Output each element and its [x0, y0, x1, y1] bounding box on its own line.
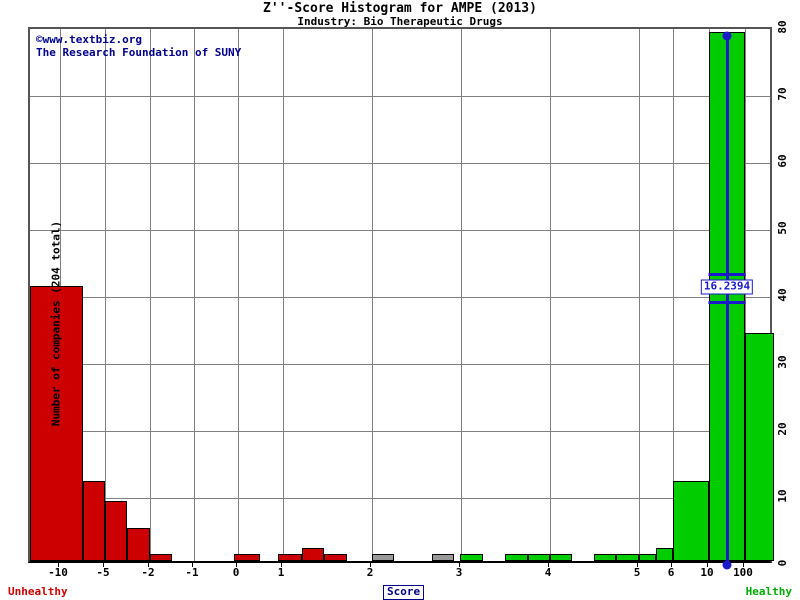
gridline-vertical [550, 29, 551, 561]
histogram-bar [505, 554, 528, 561]
histogram-bar [30, 286, 83, 561]
marker-dot-top [722, 31, 732, 41]
x-axis-tick-label: 10 [700, 566, 714, 579]
histogram-bar [234, 554, 260, 561]
x-axis-tick-label: -5 [96, 566, 110, 579]
x-axis-tick-label: 100 [733, 566, 753, 579]
gridline-vertical [238, 29, 239, 561]
y-axis-tick-label: 30 [776, 355, 789, 369]
x-axis-tick-label: 4 [544, 566, 552, 579]
histogram-bar [150, 554, 172, 561]
x-axis-tick-mark [281, 563, 282, 567]
histogram-bar [528, 554, 550, 561]
x-axis-tick-mark [671, 563, 672, 567]
x-axis-tick-mark [459, 563, 460, 567]
histogram-bar [745, 333, 774, 561]
gridline-horizontal [30, 364, 770, 365]
x-axis-tick-label: 6 [667, 566, 675, 579]
company-marker: 16.2394 [30, 29, 770, 570]
histogram-bar [594, 554, 616, 561]
marker-value-label: 16.2394 [700, 279, 754, 295]
x-axis-tick-label: -10 [48, 566, 68, 579]
histogram-bar [673, 480, 709, 561]
gridline-vertical [105, 29, 106, 561]
histogram-bar [372, 554, 394, 561]
histogram-bar [639, 554, 656, 561]
histogram-bar [83, 480, 105, 561]
y-axis-tick-label: 40 [776, 288, 789, 302]
y-axis-tick-label: 80 [776, 20, 789, 34]
gridline-vertical [372, 29, 373, 561]
gridline-horizontal [30, 163, 770, 164]
histogram-bars [30, 29, 774, 561]
x-axis-tick-label: 5 [633, 566, 641, 579]
y-axis-tick-label: 0 [776, 559, 789, 567]
y-axis-tick-label: 10 [776, 489, 789, 503]
gridline-vertical [639, 29, 640, 561]
chart-subtitle: Industry: Bio Therapeutic Drugs [297, 15, 503, 28]
histogram-bar [302, 547, 324, 561]
x-axis-title: Score [383, 585, 425, 600]
axis-label-healthy: Healthy [745, 585, 792, 598]
x-axis-tick-mark [103, 563, 104, 567]
x-axis-tick-label: 2 [366, 566, 374, 579]
marker-dot-bottom [722, 560, 732, 570]
y-axis-tick-label: 70 [776, 87, 789, 101]
y-axis-tick-label: 60 [776, 154, 789, 168]
histogram-bar [460, 554, 483, 561]
x-axis-tick-label: 0 [232, 566, 240, 579]
gridline-vertical [150, 29, 151, 561]
x-axis-tick-mark [148, 563, 149, 567]
x-axis-tick-mark [58, 563, 59, 567]
gridline-horizontal [30, 297, 770, 298]
histogram-bar [278, 554, 302, 561]
histogram-bar [656, 547, 673, 561]
x-axis-tick-mark [548, 563, 549, 567]
gridline-horizontal [30, 498, 770, 499]
x-axis-tick-label: 3 [455, 566, 463, 579]
x-axis-tick-mark [236, 563, 237, 567]
gridline-horizontal [30, 230, 770, 231]
x-axis-tick-mark [637, 563, 638, 567]
histogram-bar [616, 554, 639, 561]
x-axis-tick-mark [743, 563, 744, 567]
histogram-bar [432, 554, 454, 561]
marker-cross-top [708, 272, 746, 276]
x-axis-tick-label: -2 [141, 566, 155, 579]
y-axis-tick-label: 50 [776, 221, 789, 235]
histogram-bar [127, 527, 150, 561]
axis-label-unhealthy: Unhealthy [8, 585, 68, 598]
histogram-bar [324, 554, 347, 561]
gridline-horizontal [30, 96, 770, 97]
gridline-vertical [745, 29, 746, 561]
x-axis-tick-mark [192, 563, 193, 567]
gridline-vertical [194, 29, 195, 561]
watermark-line-2: The Research Foundation of SUNY [36, 46, 242, 59]
x-axis-tick-label: -1 [185, 566, 199, 579]
marker-line [726, 35, 729, 565]
histogram-bar [105, 500, 127, 561]
histogram-bar [550, 554, 572, 561]
marker-cross-bottom [708, 300, 746, 304]
x-axis-tick-mark [370, 563, 371, 567]
x-axis-tick-mark [707, 563, 708, 567]
gridline-vertical [673, 29, 674, 561]
watermark-line-1: ©www.textbiz.org [36, 33, 142, 46]
watermark: ©www.textbiz.org The Research Foundation… [36, 33, 241, 59]
plot-area: 16.2394 ©www.textbiz.org The Research Fo… [28, 27, 774, 570]
gridline-vertical [461, 29, 462, 561]
y-axis-tick-label: 20 [776, 422, 789, 436]
y-axis-title: Number of companies (204 total) [49, 220, 63, 427]
gridline-vertical [283, 29, 284, 561]
chart-title: Z''-Score Histogram for AMPE (2013) [263, 1, 537, 16]
x-axis-tick-label: 1 [277, 566, 285, 579]
gridline-horizontal [30, 431, 770, 432]
